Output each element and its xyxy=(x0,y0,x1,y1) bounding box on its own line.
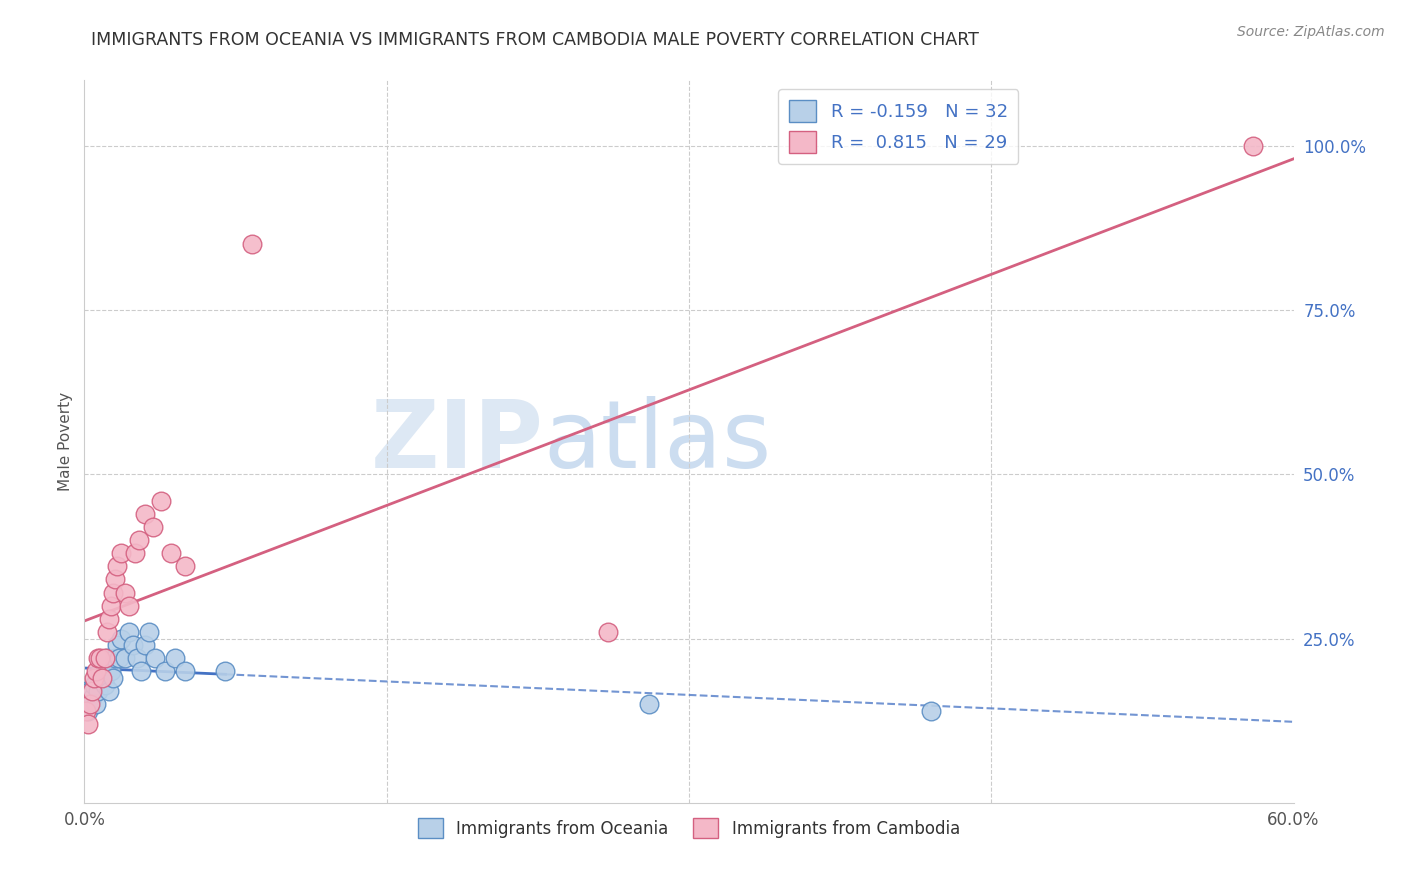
Text: ZIP: ZIP xyxy=(371,395,544,488)
Point xyxy=(75,704,97,718)
Text: IMMIGRANTS FROM OCEANIA VS IMMIGRANTS FROM CAMBODIA MALE POVERTY CORRELATION CHA: IMMIGRANTS FROM OCEANIA VS IMMIGRANTS FR… xyxy=(91,31,979,49)
Point xyxy=(89,651,111,665)
Point xyxy=(101,585,124,599)
Point xyxy=(87,684,110,698)
Point xyxy=(96,651,118,665)
Point xyxy=(114,585,136,599)
Point xyxy=(89,665,111,679)
Point xyxy=(104,573,127,587)
Text: Source: ZipAtlas.com: Source: ZipAtlas.com xyxy=(1237,25,1385,39)
Point xyxy=(160,546,183,560)
Point xyxy=(128,533,150,547)
Point xyxy=(134,638,156,652)
Point xyxy=(125,651,148,665)
Point xyxy=(153,665,176,679)
Point xyxy=(79,684,101,698)
Point xyxy=(110,632,132,646)
Point xyxy=(100,665,122,679)
Point xyxy=(214,665,236,679)
Point xyxy=(637,698,659,712)
Point xyxy=(104,651,127,665)
Point xyxy=(79,698,101,712)
Point xyxy=(91,671,114,685)
Point xyxy=(920,704,942,718)
Legend: Immigrants from Oceania, Immigrants from Cambodia: Immigrants from Oceania, Immigrants from… xyxy=(411,812,967,845)
Y-axis label: Male Poverty: Male Poverty xyxy=(58,392,73,491)
Text: atlas: atlas xyxy=(544,395,772,488)
Point xyxy=(118,625,141,640)
Point xyxy=(143,651,166,665)
Point xyxy=(118,599,141,613)
Point xyxy=(142,520,165,534)
Point xyxy=(97,684,120,698)
Point xyxy=(240,237,263,252)
Point xyxy=(138,625,160,640)
Point xyxy=(1241,139,1264,153)
Point xyxy=(77,717,100,731)
Point xyxy=(82,684,104,698)
Point xyxy=(83,677,105,691)
Point xyxy=(93,651,115,665)
Point xyxy=(165,651,187,665)
Point xyxy=(105,559,128,574)
Point xyxy=(75,684,97,698)
Point xyxy=(121,638,143,652)
Point xyxy=(129,665,152,679)
Point xyxy=(124,546,146,560)
Point xyxy=(105,638,128,652)
Point xyxy=(100,599,122,613)
Point xyxy=(598,625,620,640)
Point xyxy=(110,546,132,560)
Point xyxy=(107,651,129,665)
Point xyxy=(101,671,124,685)
Point xyxy=(96,625,118,640)
Point xyxy=(86,698,108,712)
Point xyxy=(86,665,108,679)
Point xyxy=(77,704,100,718)
Point xyxy=(149,493,172,508)
Point xyxy=(174,559,197,574)
Point xyxy=(114,651,136,665)
Point xyxy=(174,665,197,679)
Point xyxy=(83,671,105,685)
Point xyxy=(82,690,104,705)
Point xyxy=(134,507,156,521)
Point xyxy=(91,671,114,685)
Point xyxy=(87,651,110,665)
Point xyxy=(97,612,120,626)
Point xyxy=(93,677,115,691)
